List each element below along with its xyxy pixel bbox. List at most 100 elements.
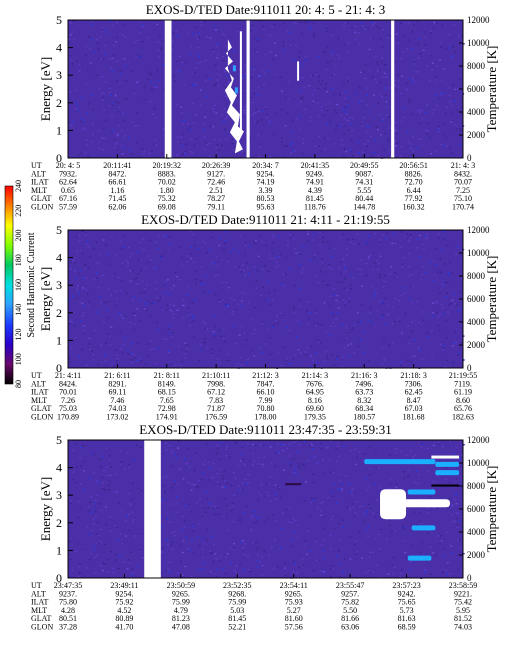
- speckle-cell: [179, 246, 182, 248]
- speckle-cell: [425, 236, 428, 238]
- speckle-cell: [180, 112, 183, 114]
- speckle-cell: [288, 455, 291, 457]
- speckle-cell: [343, 133, 346, 135]
- speckle-cell: [322, 501, 324, 503]
- white-cluster: [224, 39, 244, 154]
- speckle-cell: [325, 350, 328, 352]
- speckle-cell: [418, 38, 420, 40]
- speckle-cell: [143, 98, 146, 100]
- speckle-cell: [243, 553, 246, 556]
- speckle-cell: [198, 569, 201, 571]
- speckle-cell: [167, 350, 170, 352]
- speckle-cell: [230, 562, 233, 564]
- speckle-cell: [245, 60, 248, 62]
- speckle-cell: [123, 468, 126, 470]
- speckle-cell: [357, 243, 360, 245]
- speckle-cell: [245, 262, 248, 264]
- speckle-cell: [119, 81, 122, 84]
- speckle-cell: [298, 116, 301, 118]
- speckle-cell: [91, 20, 94, 22]
- speckle-cell: [281, 527, 284, 530]
- speckle-cell: [141, 40, 144, 43]
- table-row-label: GLON: [31, 413, 53, 422]
- speckle-cell: [358, 152, 360, 154]
- speckle-cell: [155, 266, 158, 268]
- speckle-cell: [134, 125, 136, 128]
- speckle-cell: [124, 35, 127, 38]
- speckle-cell: [219, 138, 221, 141]
- speckle-cell: [404, 552, 407, 554]
- speckle-cell: [197, 47, 199, 49]
- speckle-cell: [102, 239, 105, 241]
- speckle-cell: [162, 485, 165, 487]
- speckle-cell: [333, 364, 336, 366]
- speckle-cell: [250, 317, 253, 320]
- speckle-cell: [148, 152, 151, 154]
- speckle-cell: [399, 572, 402, 574]
- speckle-cell: [338, 57, 340, 59]
- speckle-cell: [454, 520, 457, 522]
- speckle-cell: [154, 85, 157, 87]
- speckle-cell: [91, 452, 94, 455]
- speckle-cell: [168, 561, 171, 563]
- speckle-cell: [187, 122, 190, 125]
- speckle-cell: [103, 469, 106, 472]
- speckle-cell: [443, 92, 446, 94]
- speckle-cell: [160, 552, 163, 554]
- speckle-cell: [374, 55, 377, 58]
- speckle-cell: [191, 302, 194, 305]
- table-cell: 77.92: [405, 194, 423, 203]
- table-cell: 9087.: [355, 169, 373, 178]
- speckle-cell: [183, 352, 186, 355]
- speckle-cell: [407, 22, 410, 24]
- speckle-cell: [78, 273, 81, 275]
- speckle-cell: [345, 151, 348, 153]
- table-cell: 7.65: [160, 396, 174, 405]
- speckle-cell: [214, 293, 217, 296]
- speckle-cell: [291, 571, 294, 573]
- speckle-cell: [199, 279, 202, 282]
- table-cell: 47.08: [172, 623, 190, 632]
- speckle-cell: [356, 501, 359, 503]
- speckle-cell: [319, 270, 322, 272]
- speckle-cell: [78, 565, 81, 568]
- speckle-cell: [90, 23, 93, 25]
- speckle-cell: [407, 469, 410, 471]
- speckle-cell: [431, 315, 434, 317]
- speckle-cell: [173, 480, 176, 482]
- speckle-cell: [307, 230, 310, 233]
- speckle-cell: [341, 488, 343, 490]
- speckle-cell: [456, 523, 459, 525]
- speckle-cell: [257, 39, 260, 42]
- table-cell: 21:16: 3: [351, 371, 377, 380]
- speckle-cell: [374, 138, 377, 140]
- speckle-cell: [264, 343, 267, 345]
- speckle-cell: [105, 466, 108, 468]
- speckle-cell: [71, 64, 74, 66]
- speckle-cell: [105, 309, 108, 311]
- speckle-cell: [205, 143, 208, 146]
- speckle-cell: [430, 329, 433, 332]
- speckle-cell: [197, 36, 200, 38]
- speckle-cell: [272, 242, 275, 244]
- speckle-cell: [298, 305, 301, 308]
- speckle-cell: [302, 266, 305, 269]
- table-cell: 8.16: [308, 396, 322, 405]
- speckle-cell: [400, 146, 403, 148]
- speckle-cell: [262, 465, 265, 468]
- y2-tick-label: 4000: [467, 317, 486, 327]
- speckle-cell: [385, 100, 388, 103]
- speckle-cell: [128, 503, 131, 505]
- y2-tick-label: 10000: [467, 248, 490, 258]
- speckle-cell: [92, 109, 95, 111]
- speckle-cell: [166, 538, 169, 541]
- speckle-cell: [383, 359, 386, 361]
- table-cell: 8432.: [454, 169, 472, 178]
- speckle-cell: [232, 313, 234, 315]
- speckle-cell: [84, 277, 87, 279]
- speckle-cell: [453, 24, 456, 26]
- speckle-cell: [461, 35, 464, 37]
- speckle-cell: [438, 543, 441, 545]
- speckle-cell: [108, 87, 111, 89]
- table-cell: 3.39: [259, 186, 273, 195]
